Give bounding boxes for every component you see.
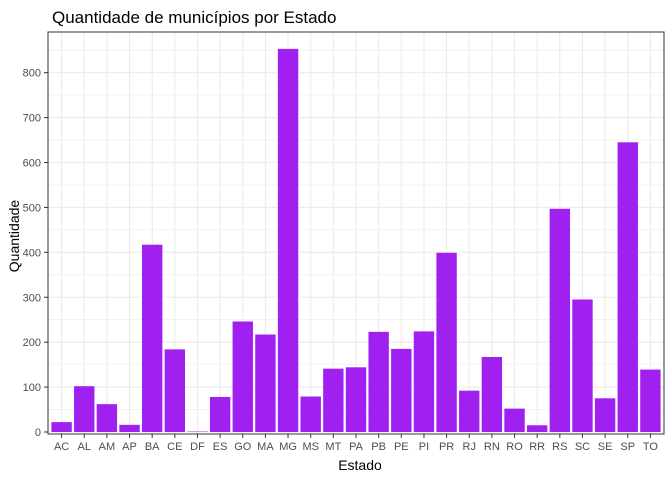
x-tick-label: BA [145, 441, 160, 453]
x-tick-label: SP [620, 441, 635, 453]
y-tick-label: 600 [23, 158, 41, 170]
bar-RN [481, 356, 503, 432]
bar-AM [96, 404, 118, 432]
bar-PE [391, 348, 412, 432]
x-tick-label: PE [394, 441, 409, 453]
x-tick-label: RR [529, 441, 545, 453]
x-tick-label: AP [122, 441, 137, 453]
x-tick-label: AL [78, 441, 91, 453]
bar-BA [141, 244, 163, 432]
x-tick-label: DF [190, 441, 205, 453]
bar-SP [617, 142, 638, 432]
bar-RO [504, 408, 525, 432]
x-tick-label: ES [213, 441, 228, 453]
x-tick-label: AC [54, 441, 69, 453]
x-tick-label: MA [257, 441, 274, 453]
bar-MG [277, 48, 299, 432]
x-tick-label: TO [643, 441, 659, 453]
bar-GO [232, 321, 253, 432]
x-tick-label: SE [598, 441, 613, 453]
x-tick-label: MT [325, 441, 341, 453]
bar-AP [119, 424, 140, 432]
panel-border [47, 31, 665, 435]
x-tick-label: PR [439, 441, 454, 453]
bar-PI [413, 331, 435, 432]
bar-MA [255, 334, 276, 432]
bar-PA [345, 367, 367, 432]
y-tick-label: 800 [23, 68, 41, 80]
x-tick-label: RO [506, 441, 523, 453]
x-tick-label: SC [575, 441, 590, 453]
x-axis-title: Estado [338, 457, 382, 473]
bar-RR [526, 425, 548, 432]
bar-SC [572, 299, 593, 432]
bar-AL [74, 386, 95, 432]
y-axis-title: Quantidade [6, 200, 22, 273]
x-tick-label: AM [99, 441, 116, 453]
x-tick-label: PB [371, 441, 386, 453]
y-tick-label: 100 [23, 382, 41, 394]
y-tick-label: 500 [23, 202, 41, 214]
x-tick-label: PA [349, 441, 364, 453]
x-tick-label: PI [419, 441, 429, 453]
plot-panel: 0 100 200 300 400 500 600 700 800 AC AL AM AP BA CE DF E… [23, 31, 665, 453]
bar-AC [51, 422, 72, 432]
chart-title: Quantidade de municípios por Estado [52, 8, 336, 27]
x-tick-label: MS [302, 441, 319, 453]
x-tick-label: RJ [463, 441, 476, 453]
bar-TO [640, 369, 661, 432]
bar-PB [368, 331, 389, 432]
bar-RJ [459, 390, 480, 432]
x-tick-label: MG [279, 441, 297, 453]
y-tick-label: 200 [23, 337, 41, 349]
bar-PR [436, 252, 457, 432]
x-tick-label: GO [234, 441, 252, 453]
x-tick-label: RN [484, 441, 500, 453]
y-tick-label: 700 [23, 113, 41, 125]
x-tick-label: CE [167, 441, 182, 453]
bar-MT [323, 368, 344, 432]
x-tick-label: RS [552, 441, 567, 453]
bar-SE [594, 398, 616, 432]
y-tick-label: 400 [23, 247, 41, 259]
bar-MS [300, 396, 321, 432]
bar-ES [209, 396, 231, 432]
y-tick-label: 300 [23, 292, 41, 304]
bar-RS [549, 208, 571, 432]
bar-CE [164, 349, 186, 432]
y-tick-label: 0 [35, 427, 41, 439]
